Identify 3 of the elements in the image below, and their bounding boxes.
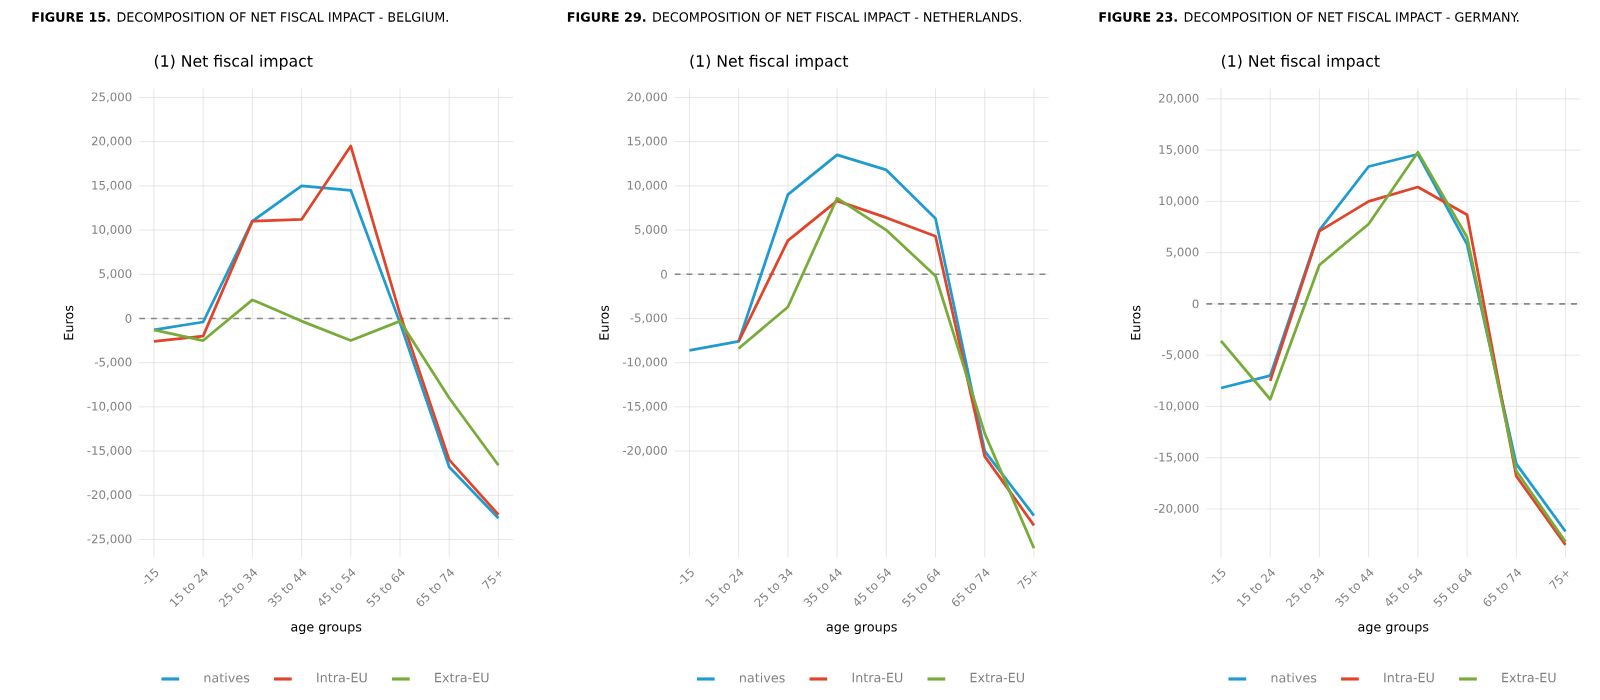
line-series [152,298,500,467]
line-series [1268,185,1567,546]
line-series [688,153,1036,517]
